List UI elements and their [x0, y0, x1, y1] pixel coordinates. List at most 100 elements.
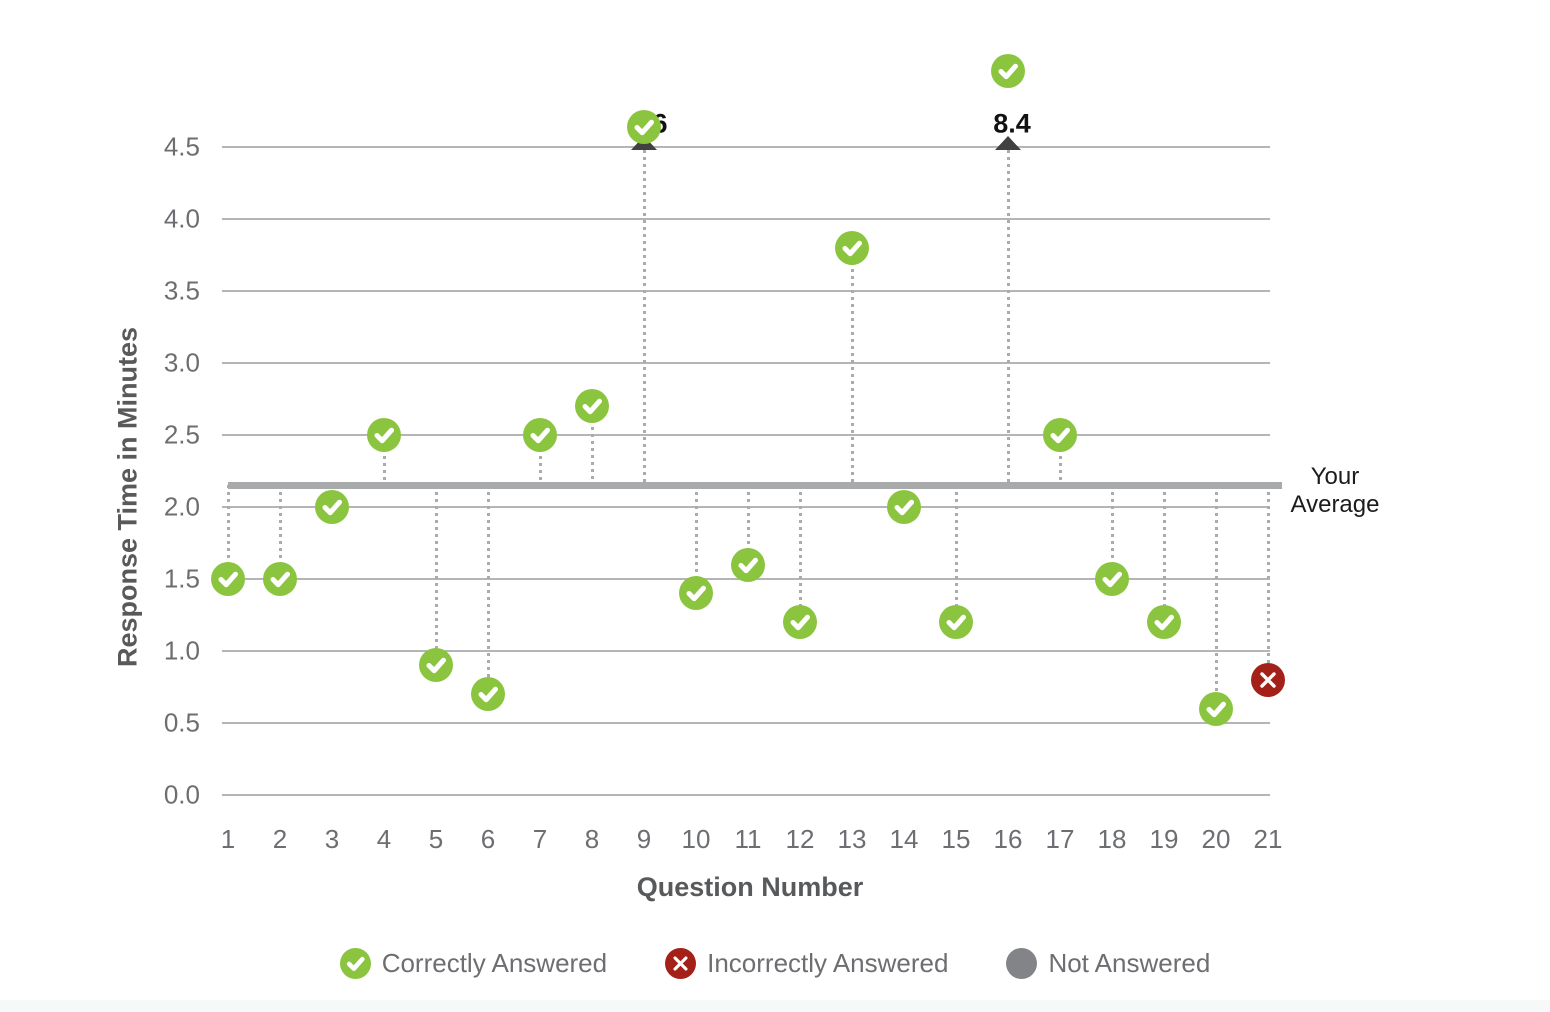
correct-marker-q10	[679, 576, 713, 611]
x-tick-label: 8	[584, 824, 600, 854]
check-icon	[211, 562, 245, 596]
y-tick-label: 4.5	[163, 131, 200, 162]
y-tick-label: 0.0	[163, 779, 200, 810]
check-icon	[939, 605, 973, 640]
legend-item-not_answered: Not Answered	[1006, 948, 1210, 979]
off-scale-arrow-q16	[995, 136, 1021, 150]
stem-q5	[435, 485, 438, 666]
legend-label: Incorrectly Answered	[707, 948, 949, 978]
check-icon	[1199, 691, 1233, 726]
correct-marker-q20	[1199, 691, 1233, 726]
stem-q17	[1059, 435, 1062, 486]
correct-marker-q2	[263, 562, 297, 596]
stem-q12	[799, 485, 802, 623]
correct-marker-q18	[1095, 562, 1129, 596]
value-label-q16: 8.4	[993, 108, 1031, 139]
x-tick-label: 17	[1045, 824, 1075, 854]
correct-marker-q16	[991, 53, 1025, 88]
correct-marker-q14	[887, 490, 921, 524]
average-line-label: Your Average	[1290, 463, 1380, 518]
legend-label: Correctly Answered	[381, 948, 608, 978]
gridline-1.0	[222, 650, 1270, 652]
check-icon	[1147, 605, 1181, 640]
correct-marker-q7	[523, 418, 557, 452]
x-tick-label: 2	[272, 824, 288, 854]
check-icon	[575, 389, 609, 424]
correct-marker-q9	[627, 109, 661, 144]
stem-q2	[279, 485, 282, 579]
y-tick-label: 2.0	[163, 491, 200, 522]
x-tick-label: 12	[785, 824, 815, 854]
y-tick-label: 4.0	[163, 203, 200, 234]
stem-q7	[539, 435, 542, 486]
incorrect-marker-q21	[1251, 662, 1285, 697]
legend-item-incorrect: Incorrectly Answered	[665, 948, 948, 979]
gridline-4.5	[222, 146, 1270, 148]
gridline-0.0	[222, 794, 1270, 796]
x-tick-label: 7	[532, 824, 548, 854]
correct-marker-q13	[835, 230, 869, 265]
circle-icon	[1006, 948, 1038, 979]
your-average-line	[228, 482, 1282, 490]
gridline-4.0	[222, 218, 1270, 220]
y-tick-label: 2.5	[163, 419, 200, 450]
check-icon	[523, 418, 557, 452]
gridline-3.5	[222, 290, 1270, 292]
stem-q20	[1215, 485, 1218, 709]
x-tick-label: 21	[1253, 824, 1283, 854]
y-tick-label: 3.5	[163, 275, 200, 306]
x-tick-label: 5	[428, 824, 444, 854]
correct-marker-q19	[1147, 605, 1181, 640]
page-bottom-strip	[0, 1000, 1550, 1012]
check-icon	[627, 109, 661, 144]
stem-q8	[591, 406, 594, 486]
x-icon	[665, 948, 697, 979]
x-tick-label: 1	[220, 824, 236, 854]
check-icon	[679, 576, 713, 611]
check-icon	[731, 547, 765, 582]
stem-q11	[747, 485, 750, 565]
check-icon	[315, 490, 349, 524]
correct-marker-q3	[315, 490, 349, 524]
stem-q15	[955, 485, 958, 623]
stem-q4	[383, 435, 386, 486]
x-tick-label: 11	[734, 824, 762, 854]
stem-q9	[643, 150, 646, 486]
check-icon	[367, 418, 401, 452]
stem-q1	[227, 485, 230, 579]
stem-q6	[487, 485, 490, 695]
legend: Correctly Answered Incorrectly Answered No…	[0, 948, 1550, 979]
check-icon	[835, 230, 869, 265]
check-icon	[419, 648, 453, 683]
stem-q16	[1007, 150, 1010, 486]
y-tick-label: 1.5	[163, 563, 200, 594]
x-axis-title: Question Number	[636, 872, 864, 902]
correct-marker-q4	[367, 418, 401, 452]
check-icon	[339, 948, 371, 979]
check-icon	[1043, 418, 1077, 452]
x-tick-label: 4	[376, 824, 392, 854]
legend-item-correct: Correctly Answered	[339, 948, 608, 979]
gridline-3.0	[222, 362, 1270, 364]
correct-marker-q15	[939, 605, 973, 640]
x-tick-label: 14	[889, 824, 919, 854]
gridline-2.0	[222, 506, 1270, 508]
correct-marker-q11	[731, 547, 765, 582]
check-icon	[1095, 562, 1129, 596]
stem-q10	[695, 485, 698, 594]
x-tick-label: 15	[941, 824, 971, 854]
x-tick-label: 10	[681, 824, 711, 854]
x-tick-label: 20	[1201, 824, 1231, 854]
correct-marker-q6	[471, 677, 505, 712]
x-tick-label: 19	[1149, 824, 1179, 854]
check-icon	[471, 677, 505, 712]
stem-q21	[1267, 485, 1270, 680]
x-tick-label: 13	[837, 824, 867, 854]
gridline-2.5	[222, 434, 1270, 436]
correct-marker-q8	[575, 389, 609, 424]
x-tick-label: 18	[1097, 824, 1127, 854]
legend-label: Not Answered	[1048, 948, 1211, 978]
check-icon	[991, 53, 1025, 88]
correct-marker-q1	[211, 562, 245, 596]
